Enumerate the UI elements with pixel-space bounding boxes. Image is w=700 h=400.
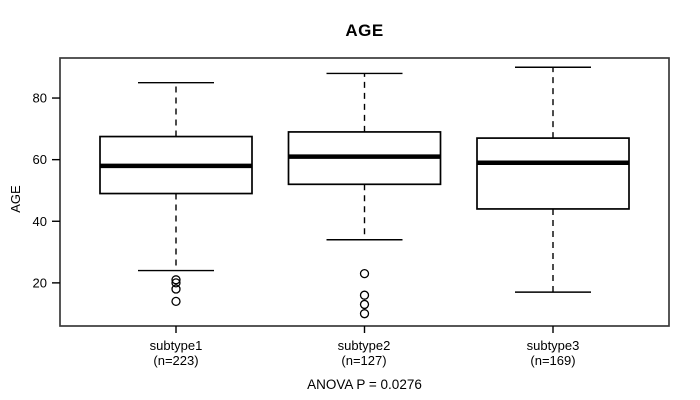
outlier-point bbox=[359, 309, 370, 319]
group-label: subtype2 bbox=[337, 338, 391, 353]
outlier-point bbox=[171, 296, 181, 307]
outlier-point bbox=[171, 284, 181, 294]
group-label: subtype3 bbox=[526, 338, 580, 353]
y-tick-label: 60 bbox=[33, 152, 47, 167]
x-tick-label-subtype2: subtype2 (n=127) bbox=[284, 338, 444, 369]
anova-annotation: ANOVA P = 0.0276 bbox=[307, 377, 422, 392]
outlier-point bbox=[359, 299, 370, 310]
iqr-box bbox=[476, 137, 630, 210]
group-n-label: (n=169) bbox=[530, 353, 576, 369]
y-tick-label: 40 bbox=[33, 214, 47, 229]
y-tick-label: 20 bbox=[33, 275, 47, 290]
outlier-point bbox=[171, 275, 181, 285]
outlier-point bbox=[171, 278, 181, 288]
group-n-label: (n=127) bbox=[341, 353, 387, 369]
group-label: subtype1 bbox=[149, 338, 203, 353]
x-tick-label-subtype1: subtype1 (n=223) bbox=[96, 338, 256, 369]
outlier-point bbox=[359, 290, 370, 300]
chart-title: AGE bbox=[345, 21, 384, 40]
group-n-label: (n=223) bbox=[153, 353, 199, 369]
y-tick-label: 80 bbox=[33, 91, 47, 106]
x-tick-label-subtype3: subtype3 (n=169) bbox=[473, 338, 633, 369]
outlier-point bbox=[359, 268, 370, 279]
